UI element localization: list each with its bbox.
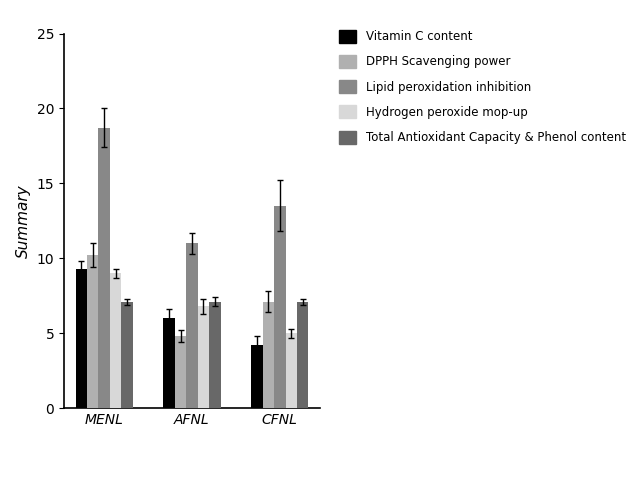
- Bar: [99, 128, 110, 408]
- Bar: [186, 243, 198, 408]
- Y-axis label: Summary: Summary: [16, 184, 31, 258]
- Bar: [252, 345, 262, 408]
- Bar: [122, 301, 132, 408]
- Bar: [76, 269, 87, 408]
- Bar: [285, 333, 297, 408]
- Bar: [198, 306, 209, 408]
- Bar: [297, 301, 308, 408]
- Bar: [87, 255, 99, 408]
- Bar: [110, 273, 122, 408]
- Bar: [163, 318, 175, 408]
- Bar: [274, 206, 285, 408]
- Bar: [262, 301, 274, 408]
- Bar: [209, 301, 221, 408]
- Legend: Vitamin C content, DPPH Scavenging power, Lipid peroxidation inhibition, Hydroge: Vitamin C content, DPPH Scavenging power…: [339, 30, 626, 144]
- Bar: [175, 336, 186, 408]
